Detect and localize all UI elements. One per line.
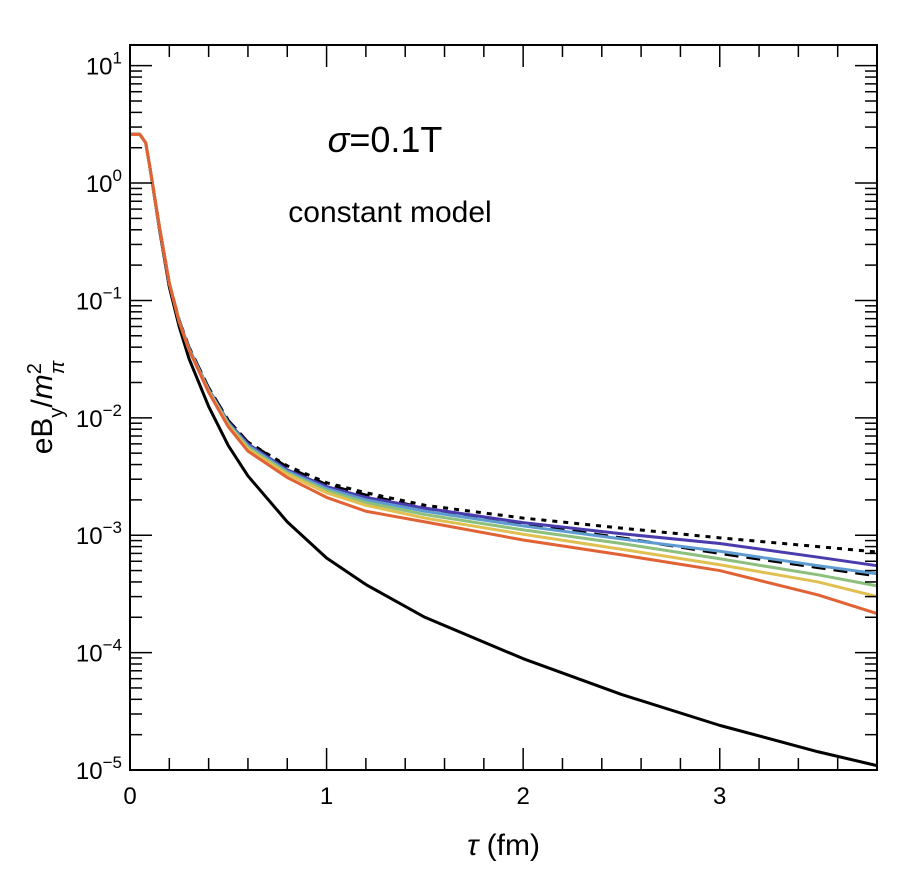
- y-tick-label: 10−5: [76, 753, 122, 785]
- y-tick-label: 100: [86, 166, 122, 198]
- tick-labels: 0 1 2 3 10−5 10−4 10−3 10−2 10−1 100 101: [76, 49, 727, 810]
- x-tick-label: 2: [516, 783, 529, 810]
- y-tick-label: 10−1: [76, 283, 122, 315]
- model-annotation: constant model: [288, 196, 491, 229]
- series-line-4: [130, 132, 878, 568]
- x-axis-title: τ (fm): [467, 829, 540, 862]
- series-line-3: [130, 132, 878, 578]
- y-tick-label: 101: [86, 49, 122, 81]
- sigma-value: =0.1T: [349, 119, 442, 160]
- y-tick-label: 10−3: [76, 518, 122, 550]
- axis-ticks: [129, 45, 878, 771]
- x-tick-label: 3: [713, 783, 726, 810]
- plot-frame: [129, 44, 878, 771]
- series-line-2: [130, 132, 878, 554]
- sigma-annotation: σ=0.1T: [328, 119, 443, 160]
- y-tick-label: 10−4: [76, 636, 122, 668]
- y-tick-label: 10−2: [76, 401, 122, 433]
- series-line-8: [130, 132, 878, 616]
- x-tick-label: 0: [123, 783, 136, 810]
- series-line-6: [130, 132, 878, 588]
- sigma-symbol: σ: [328, 119, 351, 160]
- series-group: [130, 132, 878, 768]
- y-axis-title: eBy/m2π: [24, 360, 69, 454]
- series-line-5: [130, 132, 878, 576]
- x-tick-label: 1: [320, 783, 333, 810]
- series-line-1: [130, 132, 878, 768]
